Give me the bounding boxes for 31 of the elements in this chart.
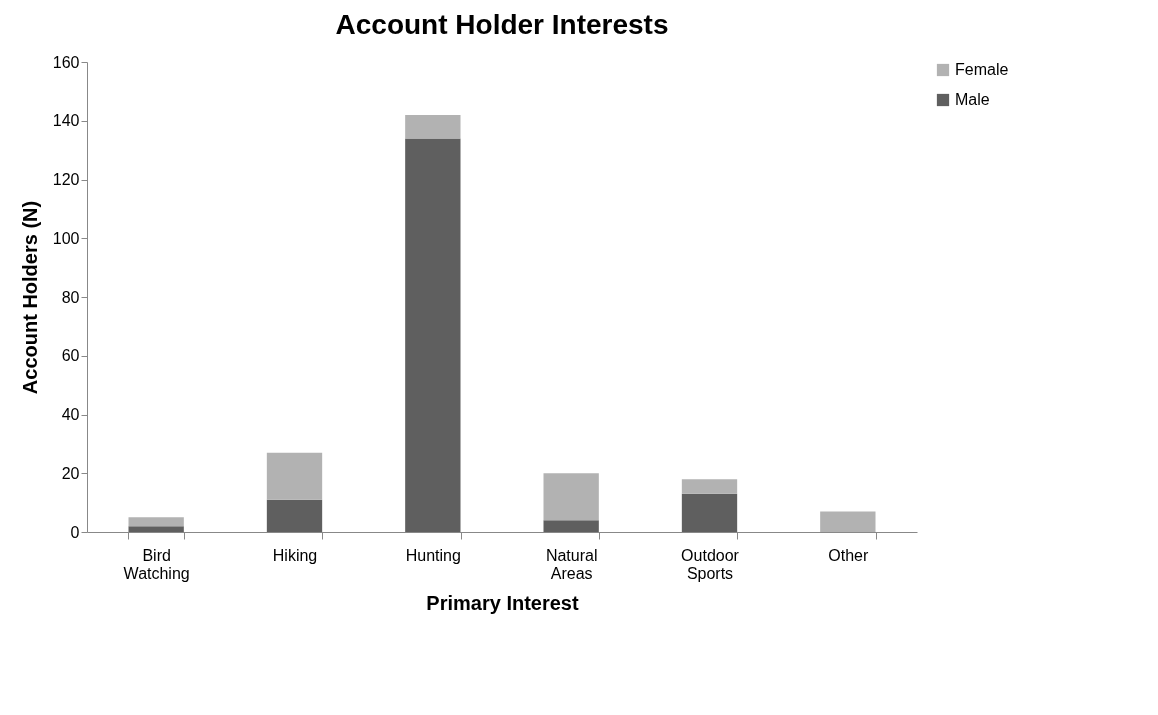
y-tick-label: 60: [61, 347, 80, 365]
x-tick-label: Hunting: [405, 546, 461, 564]
y-tick-label: 40: [61, 406, 80, 423]
x-tick-label: Other: [828, 546, 870, 564]
bar: [405, 114, 461, 139]
bar: [128, 526, 184, 532]
y-tick-label: 140: [52, 112, 80, 130]
bar: [128, 517, 184, 527]
y-tick-label: 120: [52, 171, 80, 188]
bar: [820, 511, 876, 532]
bar: [405, 138, 461, 532]
bar: [681, 479, 738, 494]
x-axis-title: Primary Interest: [426, 591, 579, 614]
x-tick-label: Natural Areas: [545, 546, 598, 582]
bar: [266, 452, 323, 500]
y-tick-label: 20: [61, 464, 80, 482]
chart-title: Account Holder Interests: [335, 9, 669, 40]
bar: [266, 499, 323, 532]
bar: [543, 473, 599, 521]
y-tick-label: 100: [52, 229, 80, 247]
bar: [681, 493, 738, 532]
x-tick-label: Outdoor Sports: [681, 546, 740, 582]
x-tick-label: Bird Watching: [123, 546, 190, 582]
y-tick-label: 160: [52, 53, 80, 71]
bar: [543, 520, 599, 532]
legend-label: Male: [955, 91, 990, 108]
legend-label: Female: [955, 61, 1009, 78]
y-tick-label: 80: [61, 288, 80, 306]
x-tick-label: Hiking: [272, 546, 318, 564]
y-axis-title: Account Holders (N): [18, 200, 41, 395]
y-tick-label: 0: [70, 523, 80, 541]
